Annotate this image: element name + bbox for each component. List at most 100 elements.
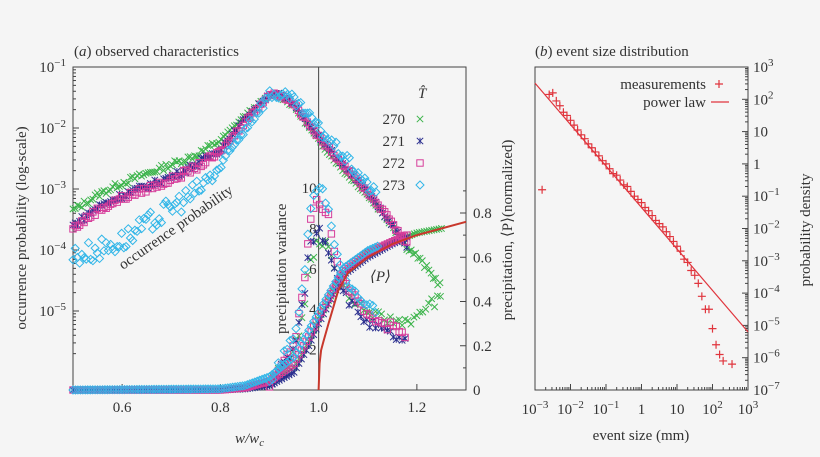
occurrence-point [175, 172, 183, 181]
occurrence-point [309, 119, 319, 129]
occurrence-point [176, 207, 187, 217]
mean-p-point [247, 378, 258, 388]
variance-point [306, 203, 316, 214]
x-tick-label: 10−2 [557, 399, 584, 418]
occurrence-point [320, 130, 330, 141]
variance-point [310, 238, 318, 246]
occurrence-point [204, 141, 212, 150]
occurrence-point [311, 117, 321, 128]
legend-title: T̂ [418, 86, 428, 102]
panel-a: (a) observed characteristics w/wc occurr… [14, 44, 516, 449]
variance-tick-label: 4 [309, 302, 317, 318]
mean-p-point [363, 245, 373, 256]
variance-tick-label: 6 [309, 262, 317, 278]
occurrence-point [208, 154, 216, 162]
mean-p-point [322, 299, 330, 307]
y-tick-label: 103 [753, 57, 774, 76]
mean-p-point [250, 377, 260, 387]
measurement-point [704, 305, 713, 314]
legend-power-law-label: power law [643, 95, 706, 111]
measurement-point [594, 151, 603, 160]
measurement-point [570, 121, 579, 130]
variance-point [398, 321, 406, 329]
variance-point [428, 295, 436, 303]
occurrence-point [109, 183, 117, 191]
occurrence-point [102, 204, 110, 212]
occurrence-point [318, 132, 328, 142]
occurrence-point [315, 125, 326, 136]
occurrence-point [425, 266, 433, 274]
variance-point [360, 318, 368, 326]
occurrence-point [68, 255, 78, 265]
occurrence-point [313, 118, 324, 128]
mean-p-point [319, 303, 328, 312]
measurement-point [708, 324, 717, 333]
occurrence-point [369, 195, 378, 203]
fit-curve [317, 220, 467, 391]
occurrence-point [118, 182, 126, 190]
occurrence-point [79, 253, 89, 263]
occurrence-point [166, 162, 174, 170]
mean-p-point [312, 318, 320, 326]
occurrence-point [172, 197, 182, 207]
mean-p-point [218, 383, 228, 394]
occurrence-point [128, 190, 137, 199]
measurement-point [662, 227, 671, 236]
occurrence-point [329, 141, 339, 151]
occurrence-point [86, 213, 95, 221]
mean-p-point [257, 374, 267, 385]
variance-point [329, 239, 340, 250]
occurrence-point [236, 130, 246, 140]
panel-a-title: (a) observed characteristics [74, 44, 239, 60]
panel-a-ylabel-right: precipitation, ⟨P⟩(normalized) [500, 140, 516, 321]
occurrence-point [305, 121, 314, 129]
x-tick-label: 1.2 [408, 400, 427, 416]
measurement-point [687, 266, 696, 275]
occurrence-point [193, 152, 201, 160]
variance-point [321, 238, 330, 246]
legend-label-270: 270 [383, 112, 406, 128]
variance-point [297, 284, 307, 294]
occurrence-point [161, 196, 171, 206]
occurrence-point [362, 177, 372, 187]
mean-p-point [317, 308, 325, 317]
legend-label-272: 272 [383, 156, 406, 172]
occurrence-point [357, 175, 368, 186]
mean-p-point [370, 242, 380, 253]
occurrence-point [189, 188, 200, 198]
legend-label-271: 271 [383, 134, 406, 150]
occurrence-point [81, 254, 91, 264]
measurement-point [538, 185, 547, 194]
measurement-point [566, 116, 575, 125]
measurement-point [619, 180, 628, 189]
variance-point [326, 221, 337, 231]
variance-point [295, 309, 303, 318]
occurrence-point [240, 123, 251, 134]
mean-p-point [220, 383, 230, 393]
mean-p-point [281, 358, 292, 368]
variance-point [300, 264, 310, 275]
panel-b-title: (b) event size distribution [535, 44, 689, 60]
occurrence-point [85, 254, 96, 265]
variance-point [332, 249, 343, 259]
x-tick-label: 10−3 [522, 399, 549, 418]
variance-point [327, 256, 335, 264]
occurrence-point [88, 256, 98, 266]
variance-tick-label: 8 [309, 221, 317, 237]
occurrence-point [372, 199, 380, 207]
occurrence-point [103, 245, 114, 256]
occurrence-point [215, 147, 223, 156]
panel-a-xlabel: w/wc [235, 431, 264, 449]
variance-point [344, 282, 354, 293]
occurrence-point [94, 253, 105, 264]
xlabel-sub: c [259, 437, 264, 449]
variance-point [330, 264, 338, 272]
occurrence-point [201, 158, 210, 167]
x-tick-label: 1 [638, 402, 646, 418]
occurrence-point [107, 186, 115, 194]
variance-point [365, 299, 375, 309]
occurrence-point [302, 108, 313, 118]
panel-a-prefix: a [79, 44, 87, 60]
y-right-tick-label: 0.4 [473, 295, 492, 311]
